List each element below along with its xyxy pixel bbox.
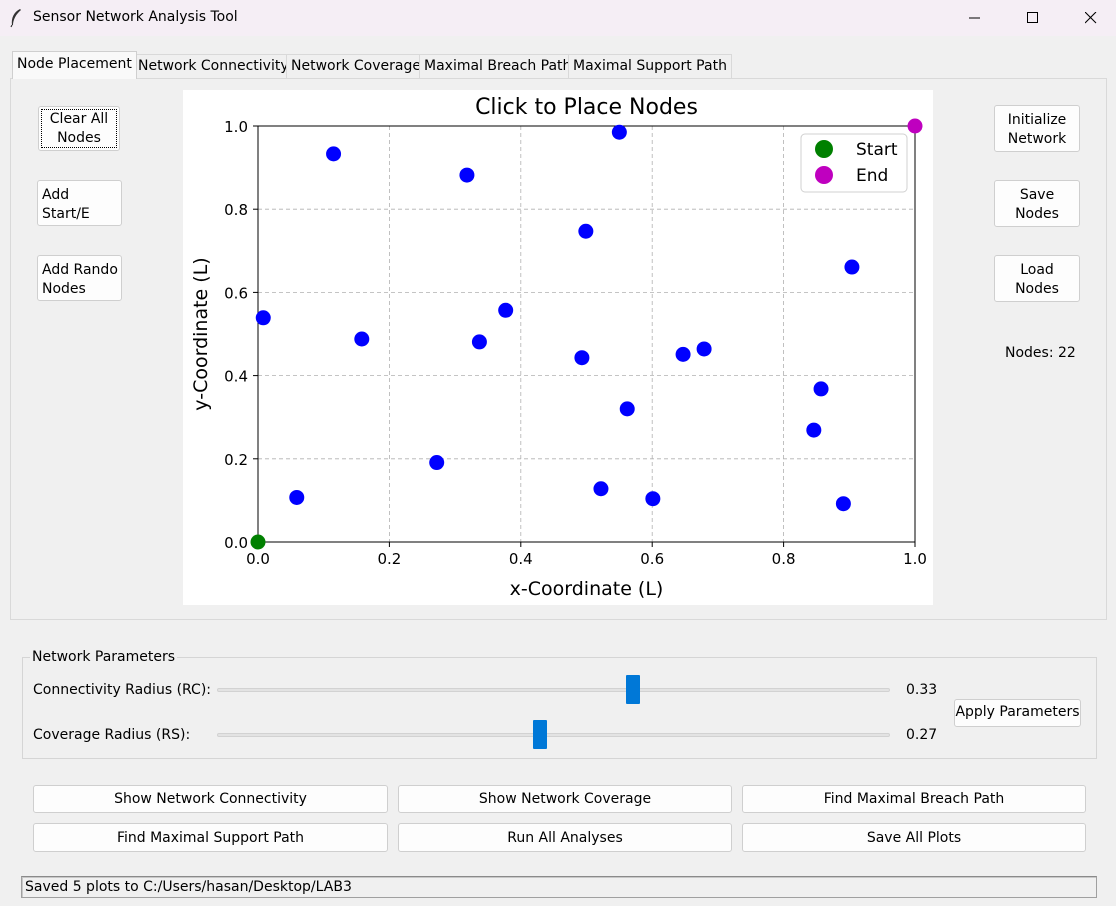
sensor-node[interactable] <box>645 491 661 507</box>
rc-slider-handle[interactable] <box>625 675 640 704</box>
rc-value: 0.33 <box>906 682 938 698</box>
sensor-node[interactable] <box>619 401 635 417</box>
title-bar: Sensor Network Analysis Tool <box>0 0 1116 36</box>
clear-all-nodes-button[interactable]: Clear All Nodes <box>38 106 120 151</box>
chart-title: Click to Place Nodes <box>475 95 698 120</box>
find-maximal-support-path-button[interactable]: Find Maximal Support Path <box>33 823 388 852</box>
scatter-chart-svg[interactable]: 0.0 0.2 0.4 0.6 0.8 1.0 0.0 0.2 0.4 0.6 0.8 1.0 Clic… <box>183 90 933 605</box>
sensor-node[interactable] <box>326 146 342 162</box>
tab-maximal-breach-path[interactable]: Maximal Breach Path <box>419 54 577 78</box>
minimize-icon <box>969 17 980 19</box>
show-network-coverage-button[interactable]: Show Network Coverage <box>398 785 732 813</box>
legend-start-marker <box>815 140 833 158</box>
minimize-button[interactable] <box>946 0 1004 36</box>
close-icon <box>1085 12 1097 24</box>
tab-node-placement[interactable]: Node Placement <box>12 51 137 79</box>
x-axis-label: x-Coordinate (L) <box>510 578 664 600</box>
sensor-node[interactable] <box>813 381 829 397</box>
plot-frame <box>257 125 916 543</box>
feather-icon <box>10 9 21 28</box>
rs-slider-track[interactable] <box>217 733 890 737</box>
tab-maximal-support-path[interactable]: Maximal Support Path <box>568 54 732 78</box>
save-all-plots-button[interactable]: Save All Plots <box>742 823 1086 852</box>
sensor-node[interactable] <box>835 496 851 512</box>
rs-label: Coverage Radius (RS): <box>33 727 191 743</box>
run-all-analyses-button[interactable]: Run All Analyses <box>398 823 732 852</box>
sensor-node[interactable] <box>675 346 691 362</box>
x-tick-label: 0.4 <box>509 550 533 568</box>
nodes-count-label: Nodes: 22 <box>1005 345 1076 361</box>
add-random-nodes-button[interactable]: Add Rando Nodes <box>37 255 122 301</box>
rc-slider-track[interactable] <box>217 688 890 692</box>
legend-start-label: Start <box>856 140 898 160</box>
sensor-node[interactable] <box>696 341 712 357</box>
sensor-node[interactable] <box>471 334 487 350</box>
maximize-icon <box>1027 12 1038 23</box>
sensor-node[interactable] <box>459 167 475 183</box>
close-button[interactable] <box>1062 0 1116 36</box>
y-tick-label: 0.0 <box>224 534 248 552</box>
show-network-connectivity-button[interactable]: Show Network Connectivity <box>33 785 388 813</box>
find-maximal-breach-path-button[interactable]: Find Maximal Breach Path <box>742 785 1086 813</box>
y-tick-label: 0.4 <box>224 368 248 386</box>
legend-end-marker <box>815 166 833 184</box>
x-tick-label: 1.0 <box>903 550 927 568</box>
sensor-node[interactable] <box>255 310 271 326</box>
window-title: Sensor Network Analysis Tool <box>33 9 238 25</box>
y-tick-label: 0.6 <box>224 284 248 302</box>
rs-value: 0.27 <box>906 727 938 743</box>
x-tick-label: 0.6 <box>640 550 664 568</box>
sensor-node[interactable] <box>578 223 594 239</box>
end-node[interactable] <box>907 118 923 134</box>
load-nodes-button[interactable]: Load Nodes <box>994 255 1080 302</box>
x-tick-label: 0.0 <box>246 550 270 568</box>
sensor-node[interactable] <box>806 422 822 438</box>
add-start-end-nodes-button[interactable]: Add Start/E Nodes <box>37 180 122 226</box>
start-node[interactable] <box>250 534 266 550</box>
x-tick-label: 0.2 <box>377 550 401 568</box>
sensor-node[interactable] <box>354 331 370 347</box>
sensor-node[interactable] <box>593 481 609 497</box>
sensor-node[interactable] <box>611 124 627 140</box>
apply-parameters-button[interactable]: Apply Parameters <box>954 699 1081 727</box>
initialize-network-button[interactable]: Initialize Network <box>994 105 1080 152</box>
y-tick-label: 0.8 <box>224 201 248 219</box>
sensor-node[interactable] <box>574 350 590 366</box>
y-tick-label: 0.2 <box>224 451 248 469</box>
y-tick-label: 1.0 <box>224 118 248 136</box>
tab-network-connectivity[interactable]: Network Connectivity <box>133 54 294 78</box>
status-bar: Saved 5 plots to C:/Users/hasan/Desktop/… <box>21 876 1097 898</box>
sensor-node[interactable] <box>844 259 860 275</box>
sensor-node[interactable] <box>498 302 514 318</box>
network-parameters-label: Network Parameters <box>30 649 178 665</box>
x-tick-label: 0.8 <box>772 550 796 568</box>
rc-label: Connectivity Radius (RC): <box>33 682 212 698</box>
sensor-node[interactable] <box>429 455 445 471</box>
node-placement-plot[interactable]: 0.0 0.2 0.4 0.6 0.8 1.0 0.0 0.2 0.4 0.6 0.8 1.0 Clic… <box>183 90 933 605</box>
save-nodes-button[interactable]: Save Nodes <box>994 180 1080 227</box>
rs-slider-handle[interactable] <box>533 720 548 749</box>
sensor-node[interactable] <box>289 489 305 505</box>
network-parameters-group <box>22 657 1097 759</box>
tab-network-coverage[interactable]: Network Coverage <box>286 54 426 78</box>
legend-end-label: End <box>856 166 888 186</box>
maximize-button[interactable] <box>1004 0 1062 36</box>
y-axis-label: y-Coordinate (L) <box>190 257 212 410</box>
